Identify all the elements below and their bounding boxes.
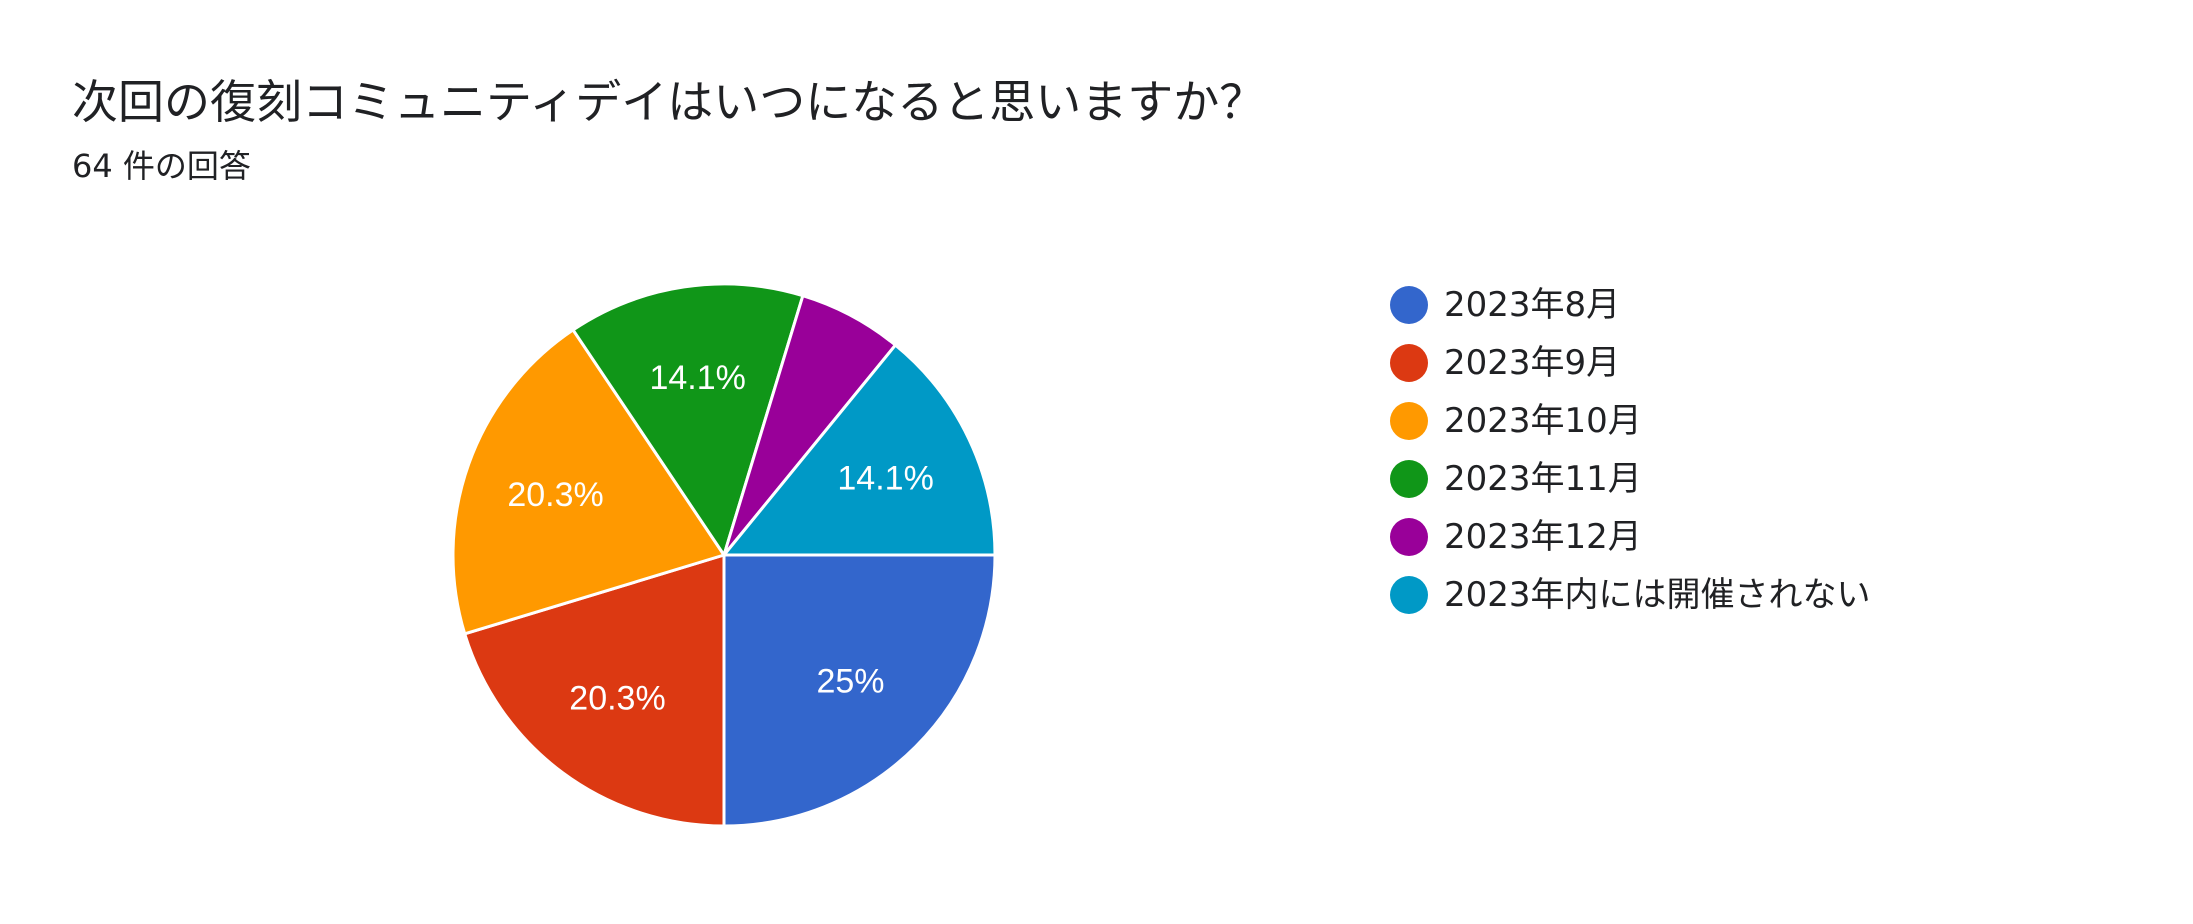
pie-slice-label-2: 20.3% [569, 680, 665, 718]
pie-slice-1[interactable] [722, 553, 997, 828]
legend-swatch [1390, 460, 1428, 498]
legend-swatch [1390, 286, 1428, 324]
legend-label: 2023年9月 [1444, 343, 1621, 383]
legend-swatch [1390, 402, 1428, 440]
chart-title: 次回の復刻コミュニティデイはいつになると思いますか？ [72, 75, 1266, 129]
legend-item[interactable]: 2023年8月 [1390, 276, 1871, 334]
legend-label: 2023年12月 [1444, 517, 1642, 557]
legend-label: 2023年10月 [1444, 401, 1642, 441]
pie-slice-labels: 25% 20.3% 20.3% 14.1% 14.1% [507, 359, 933, 718]
pie-slice-label-4: 14.1% [649, 359, 745, 397]
legend-swatch [1390, 518, 1428, 556]
pie-slice-label-3: 20.3% [507, 476, 603, 514]
legend-item[interactable]: 2023年内には開催されない [1390, 566, 1871, 624]
response-count: 64 件の回答 [72, 147, 251, 185]
legend-item[interactable]: 2023年12月 [1390, 508, 1871, 566]
pie-slice-label-6: 14.1% [837, 459, 933, 497]
legend-swatch [1390, 344, 1428, 382]
pie-slice-6[interactable] [722, 343, 997, 557]
legend-item[interactable]: 2023年10月 [1390, 392, 1871, 450]
legend-label: 2023年内には開催されない [1444, 575, 1871, 615]
pie-slice-3[interactable] [451, 328, 726, 636]
legend-item[interactable]: 2023年9月 [1390, 334, 1871, 392]
pie-slice-2[interactable] [463, 553, 726, 828]
chart-legend: 2023年8月 2023年9月 2023年10月 2023年11月 2023年12月 20… [1390, 276, 1871, 624]
pie-slice-label-1: 25% [816, 662, 884, 700]
pie-slices [451, 282, 997, 828]
legend-label: 2023年8月 [1444, 285, 1621, 325]
pie-slice-4[interactable] [571, 282, 805, 557]
legend-label: 2023年11月 [1444, 459, 1642, 499]
legend-item[interactable]: 2023年11月 [1390, 450, 1871, 508]
legend-swatch [1390, 576, 1428, 614]
